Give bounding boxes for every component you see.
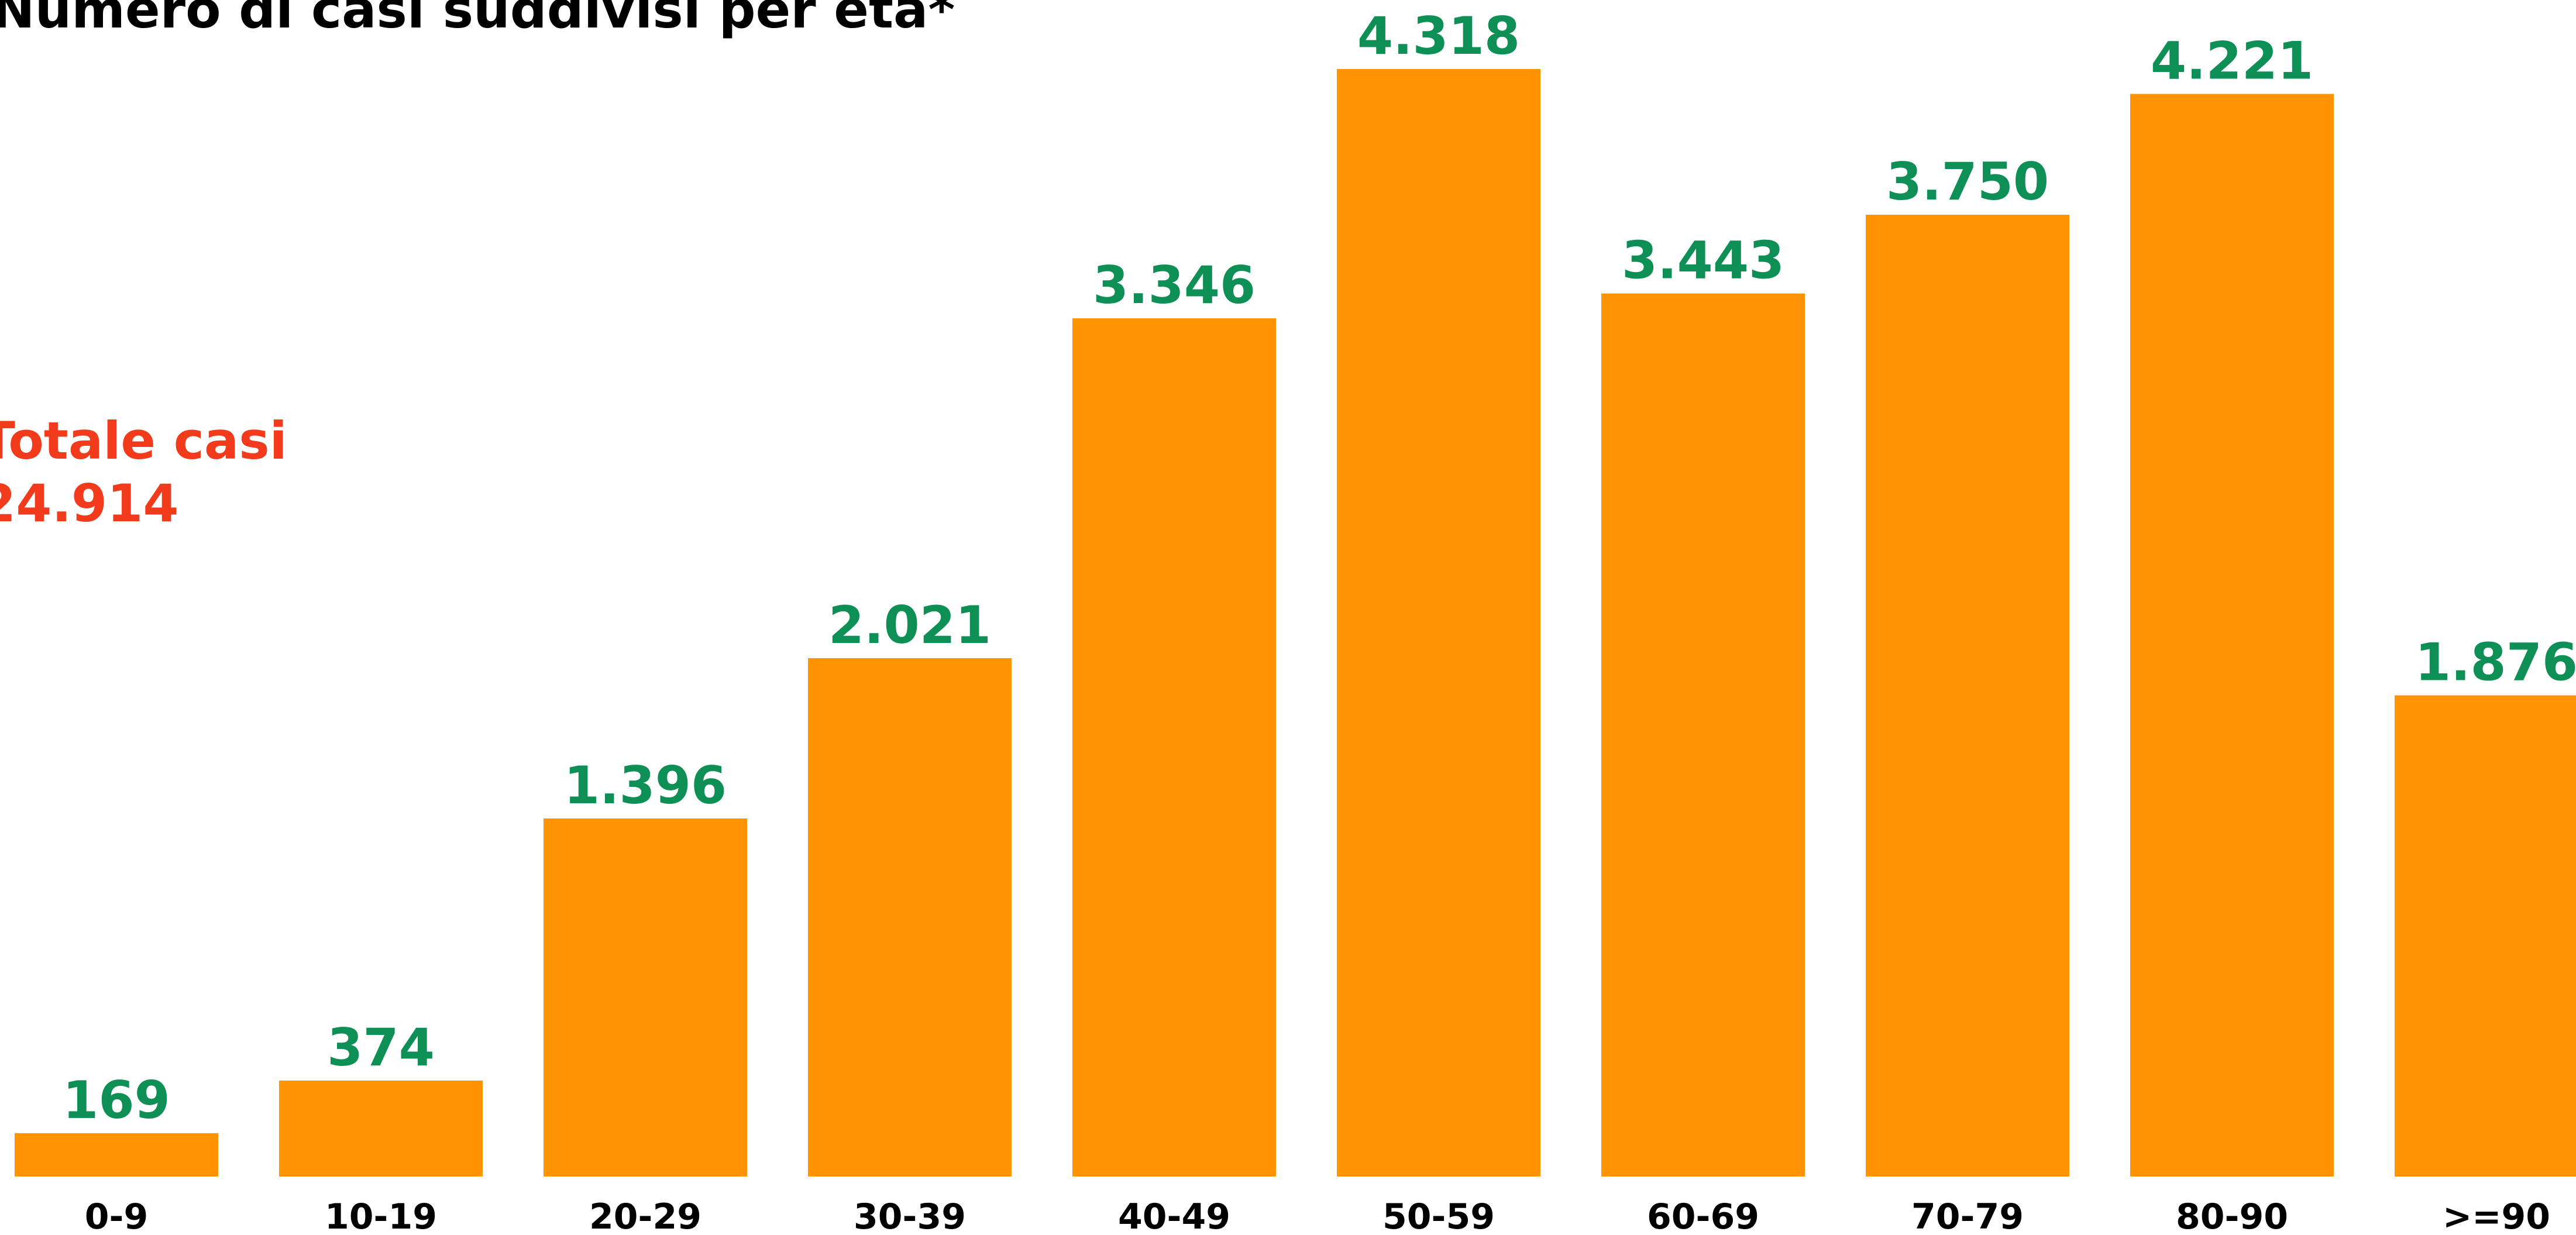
bar-70-79 [1866, 215, 2069, 1176]
value-labels-layer: 169 374 1.396 2.021 3.346 4.318 3.443 3.750 4.22… [63, 6, 2576, 1130]
chart-title: Numero di casi suddivisi per età* [0, 0, 955, 40]
x-tick-label: 20-29 [589, 1196, 701, 1235]
bar-60-69 [1601, 293, 1805, 1177]
x-tick-label: 50-59 [1382, 1196, 1495, 1235]
x-axis-tick-labels: 0-9 10-19 20-29 30-39 40-49 50-59 60-69 70-79 80… [85, 1196, 2550, 1235]
bar-30-39 [808, 658, 1012, 1176]
x-tick-label: 70-79 [1911, 1196, 2024, 1235]
bar-value-label: 1.876 [2415, 632, 2576, 693]
bar-value-label: 374 [327, 1017, 435, 1078]
total-annotation: Totale casi 24.914 [0, 410, 287, 535]
bars-layer [15, 69, 2576, 1177]
x-tick-label: 30-39 [854, 1196, 966, 1235]
bar-value-label: 1.396 [564, 755, 727, 816]
x-tick-label: 60-69 [1647, 1196, 1759, 1235]
bar-value-label: 3.443 [1622, 231, 1784, 291]
x-tick-label: >=90 [2443, 1196, 2550, 1235]
x-tick-label: 40-49 [1118, 1196, 1230, 1235]
x-tick-label: 80-90 [2176, 1196, 2288, 1235]
total-label: Totale casi [0, 411, 287, 471]
x-tick-label: 0-9 [85, 1196, 148, 1235]
bar-value-label: 3.346 [1093, 255, 1256, 315]
x-tick-label: 10-19 [325, 1196, 437, 1235]
bar-50-59 [1337, 69, 1540, 1176]
total-value: 24.914 [0, 473, 179, 534]
bar-value-label: 4.318 [1357, 6, 1520, 66]
bar-value-label: 3.750 [1886, 152, 2049, 212]
bar->=90 [2395, 695, 2576, 1176]
bar-value-label: 2.021 [828, 595, 991, 655]
bar-10-19 [279, 1081, 483, 1176]
bar-value-label: 169 [63, 1070, 170, 1130]
bar-80-90 [2130, 94, 2334, 1177]
bar-40-49 [1072, 318, 1276, 1176]
bar-0-9 [15, 1133, 218, 1176]
bar-value-label: 4.221 [2151, 31, 2313, 91]
bar-20-29 [544, 818, 747, 1176]
